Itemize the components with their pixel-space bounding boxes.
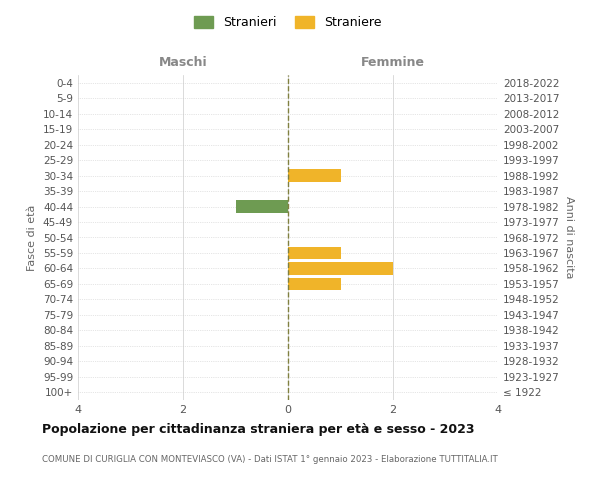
Text: Maschi: Maschi [158, 56, 208, 69]
Text: Popolazione per cittadinanza straniera per età e sesso - 2023: Popolazione per cittadinanza straniera p… [42, 422, 475, 436]
Bar [288, 262, 393, 274]
Bar [235, 200, 288, 212]
Bar [288, 278, 341, 290]
Text: Femmine: Femmine [361, 56, 425, 69]
Bar [288, 170, 341, 182]
Bar [288, 247, 341, 259]
Text: COMUNE DI CURIGLIA CON MONTEVIASCO (VA) - Dati ISTAT 1° gennaio 2023 - Elaborazi: COMUNE DI CURIGLIA CON MONTEVIASCO (VA) … [42, 455, 498, 464]
Y-axis label: Anni di nascita: Anni di nascita [563, 196, 574, 279]
Legend: Stranieri, Straniere: Stranieri, Straniere [190, 11, 386, 34]
Y-axis label: Fasce di età: Fasce di età [28, 204, 37, 270]
